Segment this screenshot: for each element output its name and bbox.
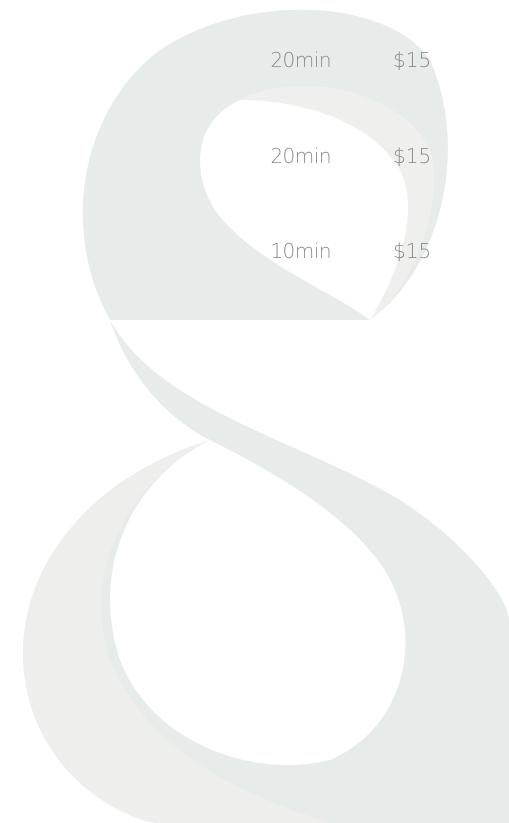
service-row: 10min $15 [0, 239, 509, 269]
price: $15 [393, 48, 431, 72]
price: $15 [393, 239, 431, 263]
duration: 20min [270, 144, 331, 168]
decorative-eight [0, 0, 509, 823]
price: $15 [393, 144, 431, 168]
service-row: 20min $15 [0, 144, 509, 174]
page: 20min $15 20min $15 10min $15 (() => { c… [0, 0, 509, 823]
service-row: 20min $15 [0, 48, 509, 78]
duration: 20min [270, 48, 331, 72]
duration: 10min [270, 239, 331, 263]
